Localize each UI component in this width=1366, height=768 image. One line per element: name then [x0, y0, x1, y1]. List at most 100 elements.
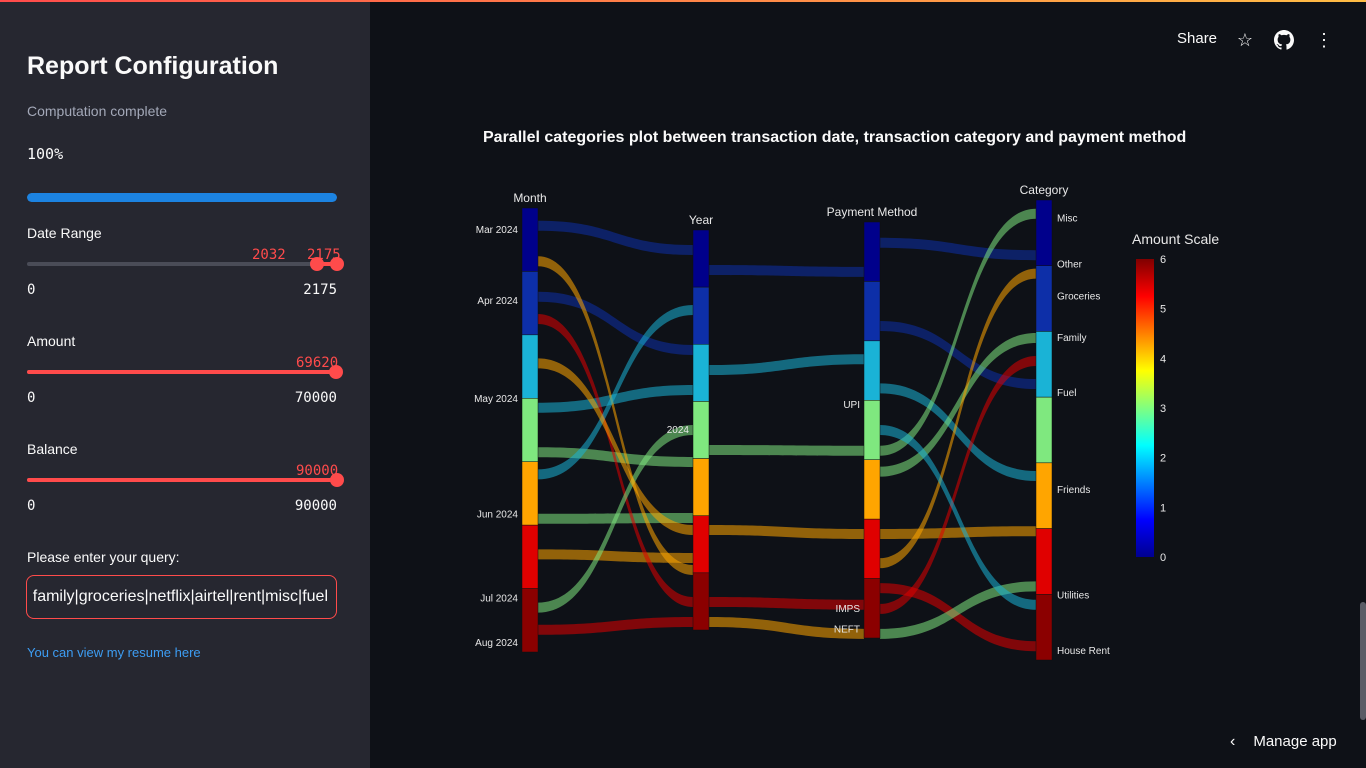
chart-ribbon-10 — [538, 305, 693, 480]
category-label-0-2: May 2024 — [474, 394, 518, 405]
chart-ribbon-20 — [880, 383, 1036, 481]
date-range-min: 0 — [27, 282, 36, 298]
axis-3-segment-6 — [1035, 594, 1053, 661]
dimension-label-3: Category — [1020, 183, 1069, 197]
chart-ribbon-28 — [880, 425, 1036, 610]
top-decoration-bar — [0, 0, 1366, 2]
axis-2-segment-0 — [863, 221, 881, 282]
dimension-label-2: Payment Method — [827, 205, 918, 219]
github-icon[interactable] — [1274, 30, 1295, 50]
category-label-3-6: Utilities — [1057, 591, 1089, 602]
date-range-slider: Date Range 2032 2175 0 2175 — [27, 225, 344, 305]
amount-label: Amount — [27, 333, 76, 349]
date-range-label: Date Range — [27, 225, 102, 241]
chart-ribbon-27 — [880, 581, 1036, 639]
query-input[interactable]: family|groceries|netflix|airtel|rent|mis… — [26, 575, 337, 619]
chart-ribbon-15 — [709, 525, 864, 539]
balance-slider: Balance 90000 0 90000 — [27, 441, 344, 521]
dimension-label-0: Month — [513, 191, 546, 205]
category-label-0-5: Aug 2024 — [475, 638, 518, 649]
star-icon[interactable]: ☆ — [1236, 30, 1254, 50]
axis-0-segment-2 — [521, 334, 539, 399]
chart-ribbon-6 — [538, 256, 693, 575]
scrollbar-thumb[interactable] — [1360, 602, 1366, 720]
chart-ribbon-18 — [880, 237, 1036, 261]
chart-ribbon-9 — [538, 617, 693, 635]
chart-ribbon-7 — [538, 314, 693, 607]
balance-label: Balance — [27, 441, 78, 457]
axis-2-segment-6 — [863, 578, 881, 639]
colorbar-tick-0: 0 — [1160, 552, 1166, 564]
axis-2-segment-4 — [863, 459, 881, 520]
amount-min: 0 — [27, 390, 36, 406]
chart-ribbon-0 — [538, 220, 693, 255]
amount-value: 69620 — [296, 355, 339, 371]
category-label-0-4: Jul 2024 — [480, 594, 518, 605]
axis-0-segment-0 — [521, 207, 539, 272]
share-button[interactable]: Share — [1177, 30, 1218, 47]
axis-1-segment-4 — [692, 458, 710, 516]
manage-app-button[interactable]: ‹ Manage app — [1230, 733, 1337, 751]
progress-percent: 100% — [27, 145, 64, 163]
slider-fill — [317, 262, 337, 266]
colorbar-tick-2: 2 — [1160, 453, 1166, 465]
category-label-0-3: Jun 2024 — [477, 509, 519, 520]
axis-2-segment-5 — [863, 518, 881, 579]
dimension-label-1: Year — [689, 213, 713, 227]
date-range-max: 2175 — [303, 282, 337, 298]
axis-3-segment-5 — [1035, 528, 1053, 595]
chart-ribbon-21 — [880, 208, 1036, 456]
app-header: Share ☆ ⋮ — [370, 0, 1366, 80]
chart-ribbon-8 — [538, 425, 693, 613]
amount-handle[interactable] — [329, 365, 343, 379]
axis-0-segment-1 — [521, 271, 539, 336]
resume-link[interactable]: You can view my resume here — [27, 645, 201, 660]
sidebar: Report Configuration Computation complet… — [0, 0, 370, 768]
axis-3-segment-1 — [1035, 265, 1053, 332]
colorbar-tick-3: 3 — [1160, 403, 1166, 415]
axis-2-segment-3 — [863, 400, 881, 460]
colorbar-tick-1: 1 — [1160, 502, 1166, 514]
chart-ribbon-23 — [880, 526, 1036, 539]
balance-handle[interactable] — [330, 473, 344, 487]
query-input-value: family|groceries|netflix|airtel|rent|mis… — [32, 588, 328, 605]
axis-1-segment-2 — [692, 344, 710, 402]
progress-bar-fill — [27, 193, 337, 202]
chart-ribbon-12 — [709, 265, 864, 277]
axis-3-segment-0 — [1035, 199, 1053, 266]
balance-max: 90000 — [294, 498, 337, 514]
slider-track[interactable] — [27, 262, 337, 266]
amount-slider: Amount 69620 0 70000 — [27, 333, 343, 413]
axis-1-segment-3 — [692, 401, 710, 459]
chart-ribbon-1 — [538, 291, 693, 355]
chart-ribbon-2 — [538, 385, 693, 413]
date-range-high-handle[interactable] — [330, 257, 344, 271]
category-label-3-0: Misc — [1057, 213, 1078, 224]
category-label-0-0: Mar 2024 — [476, 225, 519, 236]
chart-ribbon-22 — [880, 333, 1036, 477]
category-label-2-2: NEFT — [834, 625, 860, 636]
manage-app-label: Manage app — [1253, 733, 1337, 750]
date-range-low-handle[interactable] — [310, 257, 324, 271]
axis-3-segment-4 — [1035, 462, 1053, 529]
axis-2-segment-2 — [863, 340, 881, 401]
more-vertical-icon[interactable]: ⋮ — [1315, 30, 1333, 50]
chart-ribbon-16 — [709, 597, 864, 610]
category-label-3-5: Friends — [1057, 485, 1090, 496]
axis-1-segment-5 — [692, 515, 710, 574]
chart-ribbon-26 — [880, 356, 1036, 614]
progress-bar — [27, 193, 337, 202]
axis-0-segment-3 — [521, 398, 539, 462]
axis-0-segment-5 — [521, 524, 539, 589]
category-label-2-1: IMPS — [836, 604, 861, 615]
chart-ribbon-13 — [709, 354, 864, 375]
chart-ribbon-5 — [538, 549, 693, 563]
category-label-3-4: Fuel — [1057, 388, 1076, 399]
category-label-1-0: 2024 — [667, 425, 690, 436]
axis-3-segment-3 — [1035, 396, 1053, 464]
parallel-categories-chart: Month Mar 2024 Apr 2024 May 2024 Jun 2024 Jul… — [474, 183, 1219, 661]
chart-ribbon-11 — [538, 358, 693, 535]
amount-max: 70000 — [294, 390, 337, 406]
sidebar-title: Report Configuration — [27, 52, 279, 80]
colorbar-gradient — [1136, 259, 1154, 557]
